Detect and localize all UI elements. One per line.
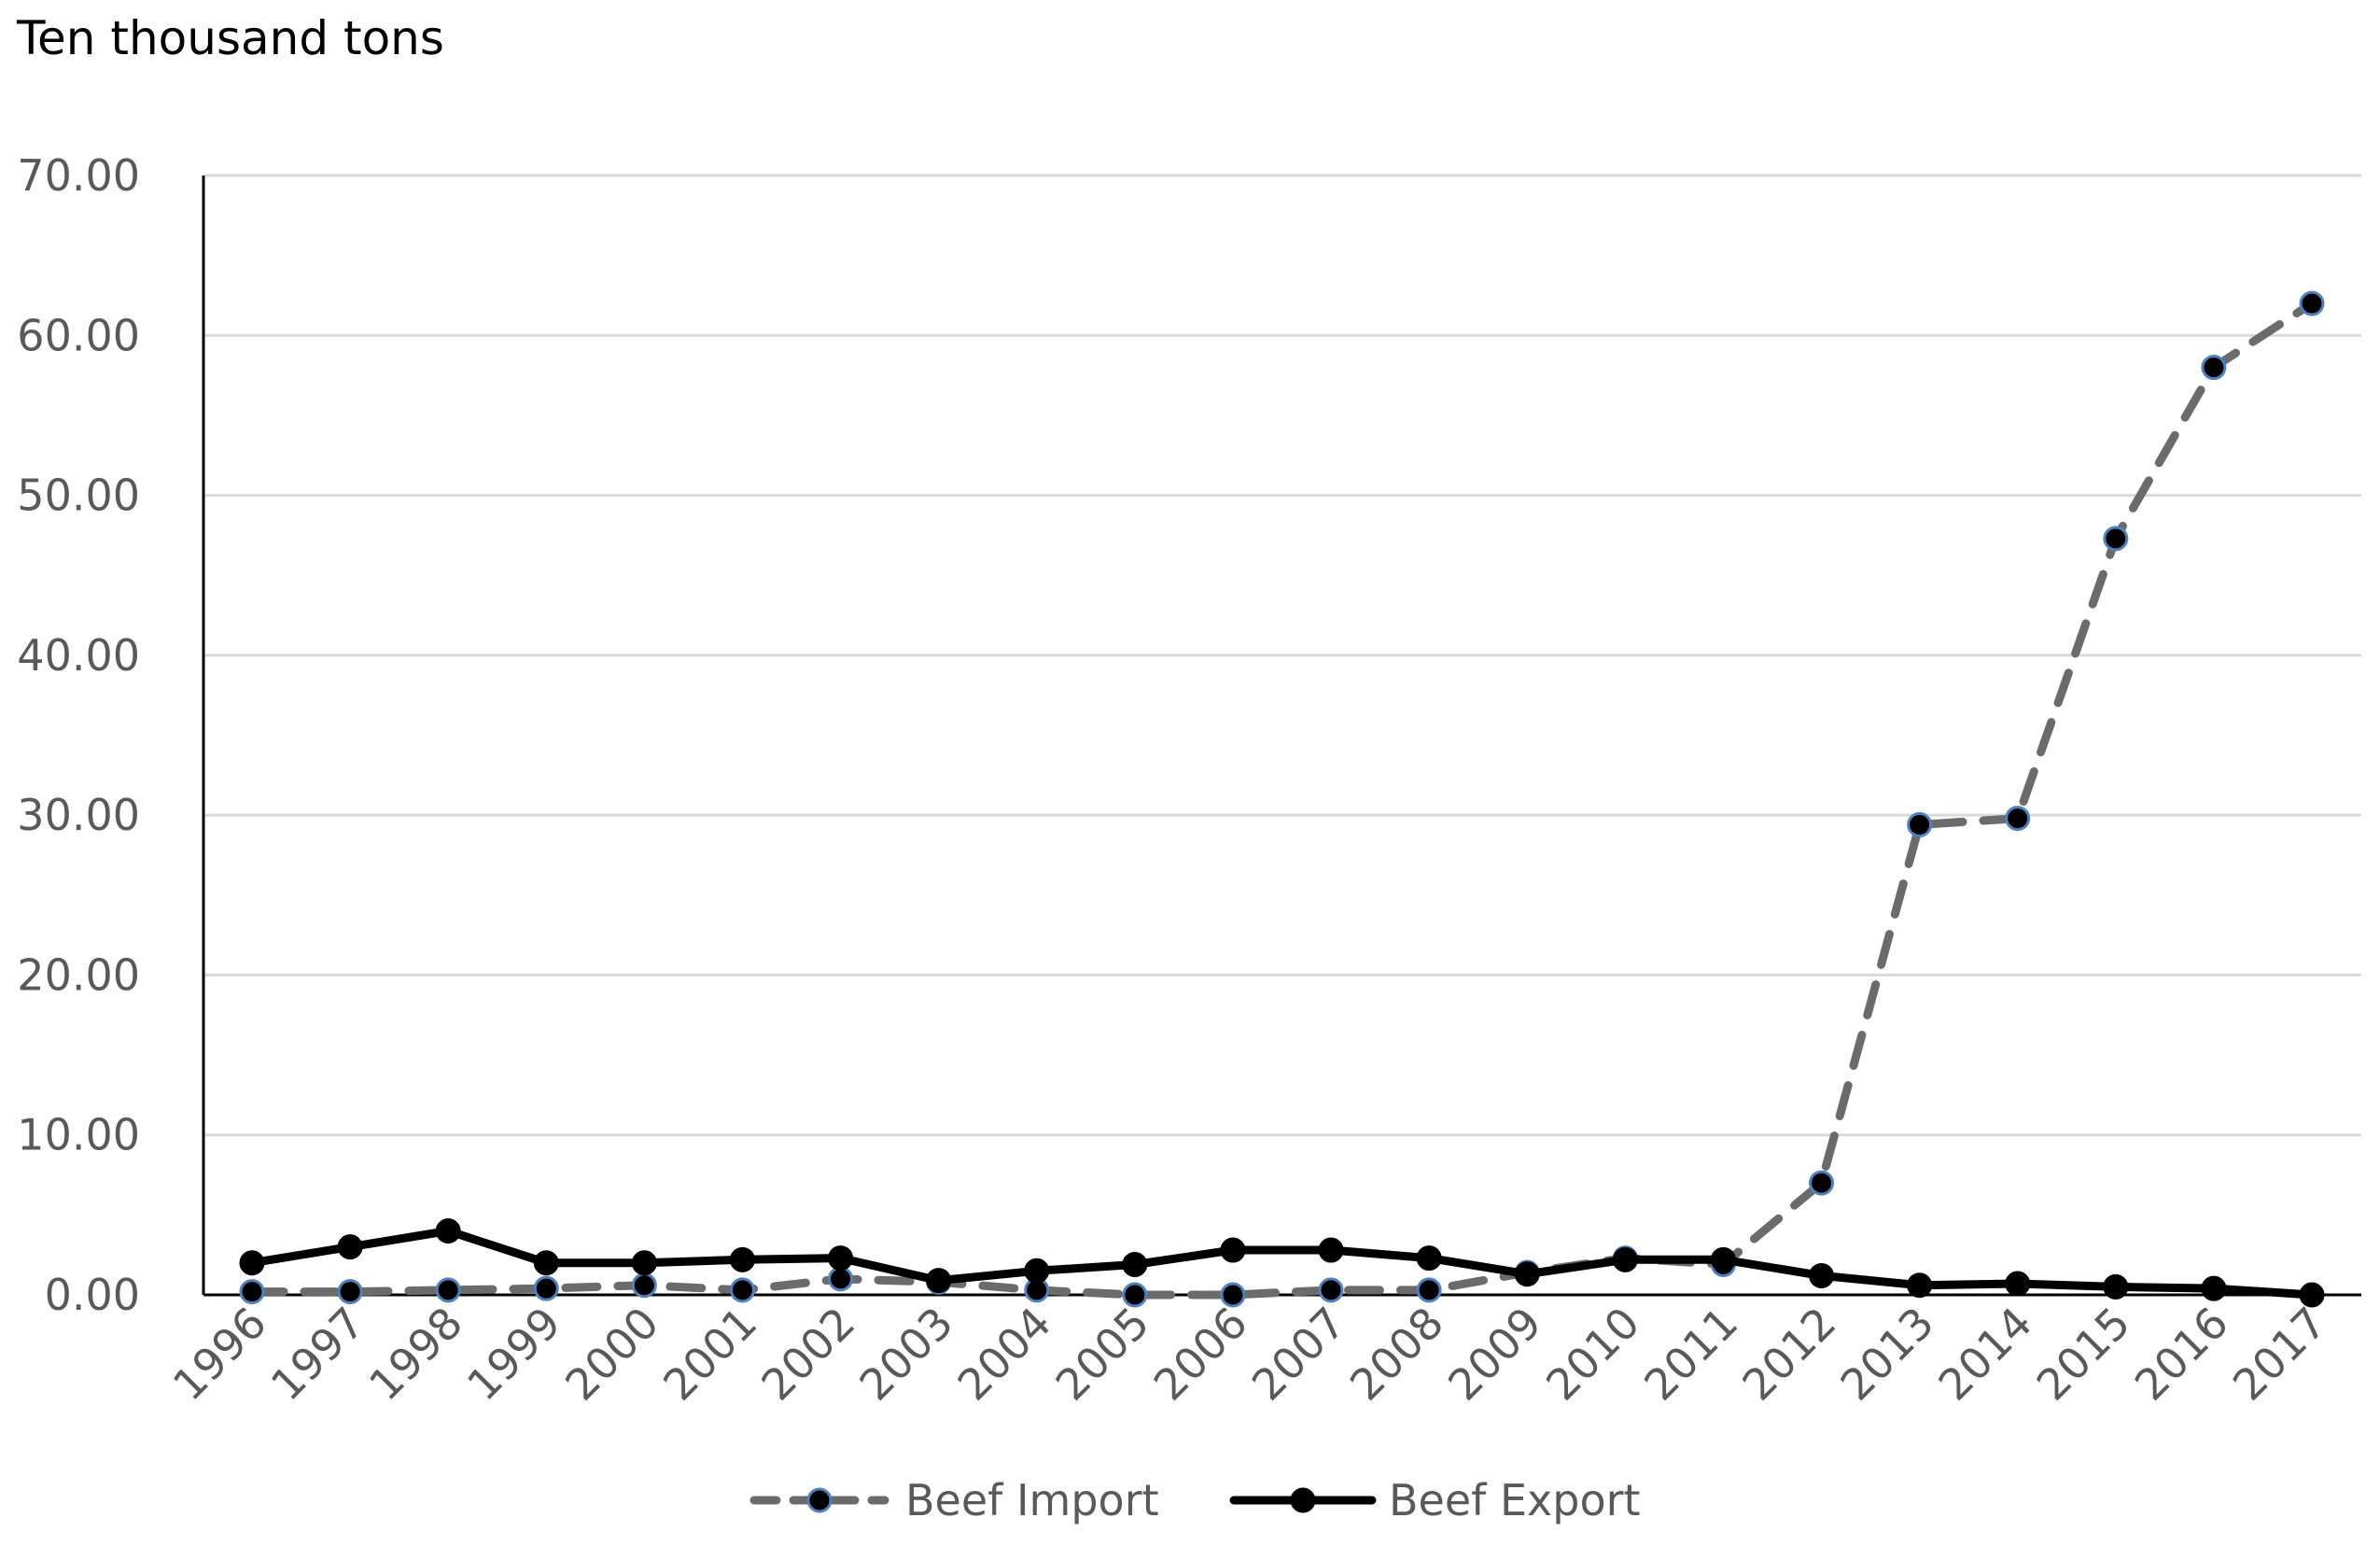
data-point	[2201, 1275, 2227, 1301]
data-point	[1318, 1237, 1344, 1263]
data-point	[729, 1277, 755, 1303]
data-point	[1318, 1277, 1344, 1303]
series	[239, 290, 2325, 1308]
y-tick-label: 70.00	[17, 150, 140, 201]
data-point	[533, 1250, 559, 1276]
series-beef-import	[239, 290, 2325, 1308]
x-tick-label: 2008	[1340, 1298, 1453, 1411]
data-point	[631, 1250, 657, 1276]
data-point	[239, 1250, 265, 1276]
x-tick-label: 2016	[2125, 1298, 2238, 1411]
x-tick-label: 2013	[1830, 1298, 1943, 1411]
y-tick-label: 10.00	[17, 1110, 140, 1160]
data-point	[828, 1245, 854, 1272]
x-tick-label: 2010	[1536, 1298, 1649, 1411]
y-tick-label: 30.00	[17, 790, 140, 840]
data-point	[828, 1266, 854, 1292]
legend-label: Beef Export	[1389, 1475, 1641, 1525]
x-tick-label: 2006	[1144, 1298, 1257, 1411]
data-point	[435, 1277, 461, 1303]
x-tick-label: 1996	[163, 1298, 276, 1411]
y-tick-label: 60.00	[17, 310, 140, 360]
x-tick-label: 1997	[261, 1298, 374, 1411]
y-tick-label: 40.00	[17, 630, 140, 681]
series-beef-export	[239, 1217, 2325, 1308]
data-point	[1122, 1251, 1148, 1277]
y-tick-label: 0.00	[45, 1270, 140, 1320]
y-axis-ticks: 0.00 10.00 20.00 30.00 40.00 50.00 60.00 70.00	[17, 150, 140, 1320]
data-point	[1809, 1262, 1835, 1288]
x-tick-label: 2014	[1929, 1298, 2042, 1411]
legend-label: Beef Import	[905, 1475, 1159, 1525]
x-axis-ticks: 1996199719981999200020012002200320042005…	[163, 1298, 2336, 1411]
y-tick-label: 20.00	[17, 949, 140, 1000]
data-point	[337, 1234, 363, 1260]
x-tick-label: 2005	[1046, 1298, 1159, 1411]
data-point	[1024, 1258, 1050, 1284]
legend-swatch-marker	[1290, 1487, 1316, 1513]
series-line	[247, 1227, 2317, 1300]
data-point	[239, 1279, 265, 1305]
data-point	[1809, 1170, 1835, 1196]
series-line	[247, 299, 2317, 1300]
x-tick-label: 1998	[359, 1298, 472, 1411]
legend-item: Beef Import	[749, 1475, 1159, 1525]
data-point	[1710, 1246, 1736, 1272]
x-tick-label: 2012	[1732, 1298, 1845, 1411]
x-tick-label: 2011	[1634, 1298, 1747, 1411]
data-point	[1416, 1245, 1442, 1272]
data-point	[533, 1275, 559, 1301]
x-tick-label: 2001	[653, 1298, 766, 1411]
x-tick-label: 2017	[2223, 1298, 2336, 1411]
gridlines	[203, 174, 2361, 1137]
data-point	[1416, 1277, 1442, 1303]
x-tick-label: 2009	[1438, 1298, 1551, 1411]
x-tick-label: 2000	[555, 1298, 668, 1411]
y-tick-label: 50.00	[17, 471, 140, 521]
legend: Beef Import Beef Export	[749, 1475, 1641, 1525]
x-tick-label: 2003	[849, 1298, 962, 1411]
data-point	[1907, 1272, 1933, 1299]
data-point	[337, 1279, 363, 1305]
legend-item: Beef Export	[1229, 1475, 1641, 1525]
x-tick-label: 2015	[2027, 1298, 2140, 1411]
data-point	[1612, 1246, 1638, 1272]
data-point	[1907, 811, 1933, 837]
data-point	[1122, 1282, 1148, 1308]
data-point	[2005, 806, 2031, 832]
axes	[202, 176, 2361, 1297]
data-point	[1220, 1237, 1246, 1263]
data-point	[2005, 1271, 2031, 1297]
data-point	[729, 1246, 755, 1272]
x-tick-label: 2004	[948, 1298, 1061, 1411]
data-point	[926, 1268, 952, 1294]
data-point	[1514, 1261, 1540, 1287]
data-point	[2201, 355, 2227, 381]
legend-swatch-marker	[806, 1487, 833, 1513]
data-point	[2299, 290, 2325, 316]
data-point	[631, 1272, 657, 1299]
x-tick-label: 2002	[751, 1298, 864, 1411]
data-point	[2103, 1273, 2129, 1300]
data-point	[2103, 526, 2129, 552]
data-point	[1220, 1282, 1246, 1308]
x-tick-label: 2007	[1242, 1298, 1355, 1411]
x-tick-label: 1999	[457, 1298, 570, 1411]
data-point	[2299, 1282, 2325, 1308]
data-point	[435, 1217, 461, 1244]
unit-label: Ten thousand tons	[16, 11, 444, 65]
